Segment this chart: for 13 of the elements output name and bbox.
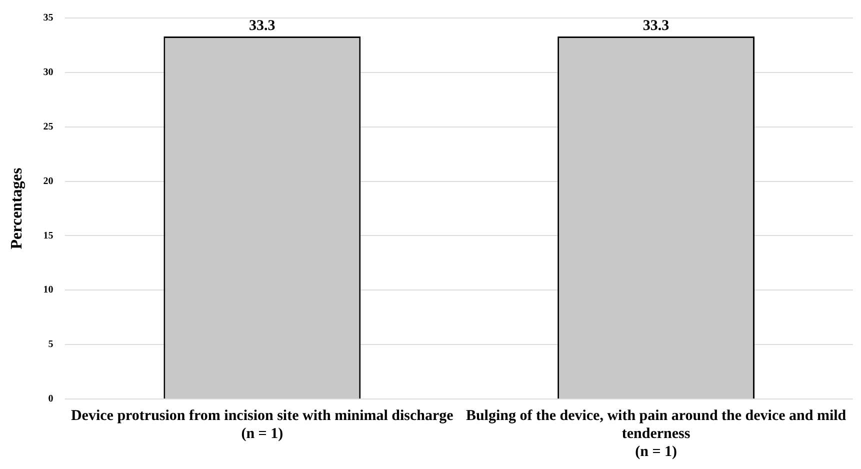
y-tick-label: 10 — [43, 284, 54, 296]
y-tick-label: 25 — [43, 121, 54, 132]
y-tick-label: 35 — [43, 12, 54, 24]
data-label: 33.3 — [642, 18, 670, 34]
y-tick-label: 20 — [43, 176, 54, 187]
x-tick-label: Bulging of the device, with pain around the device and mild tenderness (n = 1) — [466, 408, 847, 460]
x-tick-label: Device protrusion from incision site with minimal discharge (n = 1) — [70, 408, 454, 442]
y-axis-title: Percentages — [8, 168, 26, 250]
y-tick-label: 15 — [43, 230, 54, 242]
y-tick-label: 0 — [48, 394, 54, 405]
data-label: 33.3 — [249, 18, 276, 34]
y-tick-label: 30 — [43, 67, 54, 78]
y-tick-label: 5 — [48, 339, 54, 350]
